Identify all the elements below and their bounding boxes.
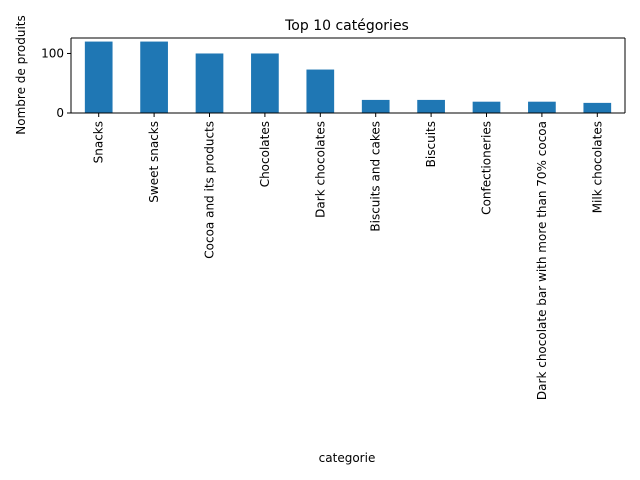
y-tick-labels: 0 100 xyxy=(41,46,64,120)
axes-group xyxy=(67,37,626,117)
bar xyxy=(306,69,335,113)
x-tick-label: Biscuits and cakes xyxy=(369,121,383,232)
x-tick-label: Chocolates xyxy=(258,121,272,187)
chart-title: Top 10 catégories xyxy=(284,18,409,34)
bar xyxy=(251,53,279,113)
bar xyxy=(140,41,168,114)
bar xyxy=(417,99,445,113)
x-tick-label: Sweet snacks xyxy=(147,121,161,203)
bar xyxy=(583,102,612,113)
x-tick-label: Cocoa and its products xyxy=(203,121,217,259)
bar xyxy=(472,101,501,113)
x-tick-label: Milk chocolates xyxy=(590,121,604,213)
x-tick-label: Snacks xyxy=(92,121,106,163)
x-tick-label: Confectioneries xyxy=(480,121,494,215)
x-tick-label: Biscuits xyxy=(424,121,438,167)
y-axis-title: Nombre de produits xyxy=(14,15,28,134)
y-tick-label: 0 xyxy=(56,106,64,120)
x-axis-title: categorie xyxy=(319,451,376,465)
x-tick-label: Dark chocolates xyxy=(313,121,327,218)
bar xyxy=(361,99,390,113)
bar xyxy=(528,101,556,113)
bar xyxy=(195,53,224,113)
bar xyxy=(84,41,113,114)
y-tick-label: 100 xyxy=(41,46,64,60)
x-tick-label: Dark chocolate bar with more than 70% co… xyxy=(535,121,549,400)
bars-group xyxy=(84,41,612,114)
x-tick-labels: Snacks Sweet snacks Cocoa and its products… xyxy=(92,121,605,400)
